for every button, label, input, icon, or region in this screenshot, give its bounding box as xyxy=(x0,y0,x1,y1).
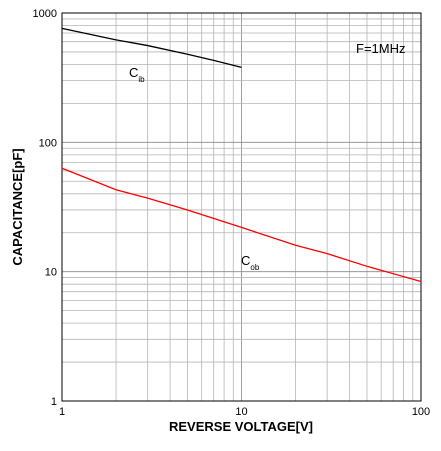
series-label-cob-sub: ob xyxy=(250,263,259,272)
grid xyxy=(62,13,421,401)
x-tick-label: 100 xyxy=(412,406,430,418)
series-line-cib xyxy=(61,27,242,68)
x-tick-label: 1 xyxy=(59,406,65,418)
annotation-frequency: F=1MHz xyxy=(356,41,405,56)
series-label-cob: Cob xyxy=(241,253,260,272)
series-label-cib-main: C xyxy=(129,65,138,80)
series-label-cib: Cib xyxy=(129,65,145,84)
y-tick-label: 1 xyxy=(51,396,57,408)
series-layer xyxy=(61,27,422,283)
series-line-cob xyxy=(61,167,422,283)
series-label-cib-sub: ib xyxy=(138,75,145,84)
y-tick-label: 1000 xyxy=(33,8,57,20)
y-tick-label: 100 xyxy=(39,137,57,149)
series-label-cob-main: C xyxy=(241,253,250,268)
y-axis-title: CAPACITANCE[pF] xyxy=(10,148,25,265)
plot-frame xyxy=(61,12,422,402)
x-axis-title: REVERSE VOLTAGE[V] xyxy=(169,419,313,434)
tick-labels: 1 10 100 1 10 100 1000 xyxy=(33,8,431,418)
y-tick-label: 10 xyxy=(45,267,57,279)
x-tick-label: 10 xyxy=(235,406,247,418)
